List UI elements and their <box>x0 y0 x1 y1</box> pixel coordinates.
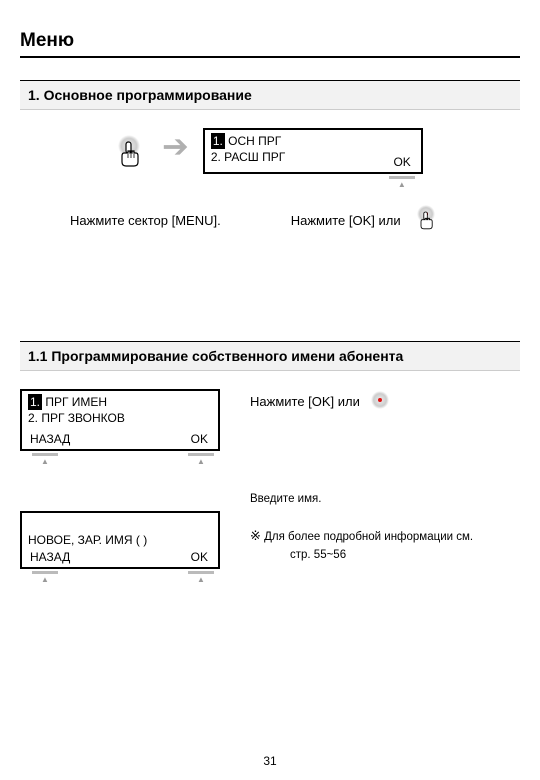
back-label-b[interactable]: НАЗАД <box>30 549 70 565</box>
ok-indicator-a <box>188 453 214 467</box>
note-text: Для более подробной информации см. <box>264 531 473 543</box>
screen-main-prog: 1. ОСН ПРГ 2. РАСШ ПРГ OK <box>203 128 423 174</box>
block-1-1a: 1. ПРГ ИМЕН 2. ПРГ ЗВОНКОВ НАЗАД OK Нажм… <box>20 389 520 451</box>
caption-press-ok: Нажмите [OK] или <box>291 213 401 228</box>
block-1-1b: НОВОЕ, ЗАР. ИМЯ ( ) НАЗАД OK Введите имя… <box>20 511 520 569</box>
caption-row-1: Нажмите сектор [MENU]. Нажмите [OK] или <box>20 204 520 236</box>
ok-label[interactable]: OK <box>393 154 410 170</box>
arrow-icon: ➔ <box>162 128 189 164</box>
item-1-highlight-b: 1. <box>28 394 42 410</box>
ok-indicator <box>389 176 415 190</box>
section-1-1-heading: 1.1 Программирование собственного имени … <box>20 341 520 371</box>
page-title: Меню <box>20 30 520 58</box>
item-1-text: ОСН ПРГ <box>225 134 281 148</box>
item-1-text-b: ПРГ ИМЕН <box>42 395 107 409</box>
item-2-b: 2. ПРГ ЗВОНКОВ <box>28 410 212 426</box>
back-indicator-a <box>32 453 58 467</box>
step-row-1: ➔ 1. ОСН ПРГ 2. РАСШ ПРГ OK <box>20 128 520 174</box>
ok-label-a[interactable]: OK <box>191 431 208 447</box>
section-1-heading: 1. Основное программирование <box>20 80 520 110</box>
caption-press-menu: Нажмите сектор [MENU]. <box>70 213 221 228</box>
note-symbol: ※ <box>250 528 261 543</box>
caption-press-ok-a: Нажмите [OK] или <box>250 394 360 409</box>
page-number: 31 <box>263 754 276 768</box>
menu-press-icon <box>110 134 148 174</box>
back-label-a[interactable]: НАЗАД <box>30 431 70 447</box>
item-2: 2. РАСШ ПРГ <box>211 149 415 165</box>
ok-press-icon <box>411 204 441 236</box>
screen-enter-name: НОВОЕ, ЗАР. ИМЯ ( ) НАЗАД OK <box>20 511 220 569</box>
ok-label-b[interactable]: OK <box>191 549 208 565</box>
ok-indicator-b <box>188 571 214 585</box>
note-line: ※ Для более подробной информации см. <box>250 526 473 546</box>
back-indicator-b <box>32 571 58 585</box>
note-line2: стр. 55~56 <box>290 547 473 564</box>
screen-name-prog: 1. ПРГ ИМЕН 2. ПРГ ЗВОНКОВ НАЗАД OK <box>20 389 220 451</box>
new-name-line: НОВОЕ, ЗАР. ИМЯ ( ) <box>28 532 212 548</box>
enter-name-intro: Введите имя. <box>250 491 473 508</box>
ok-press-icon-a <box>366 389 394 413</box>
item-1-highlight: 1. <box>211 133 225 149</box>
